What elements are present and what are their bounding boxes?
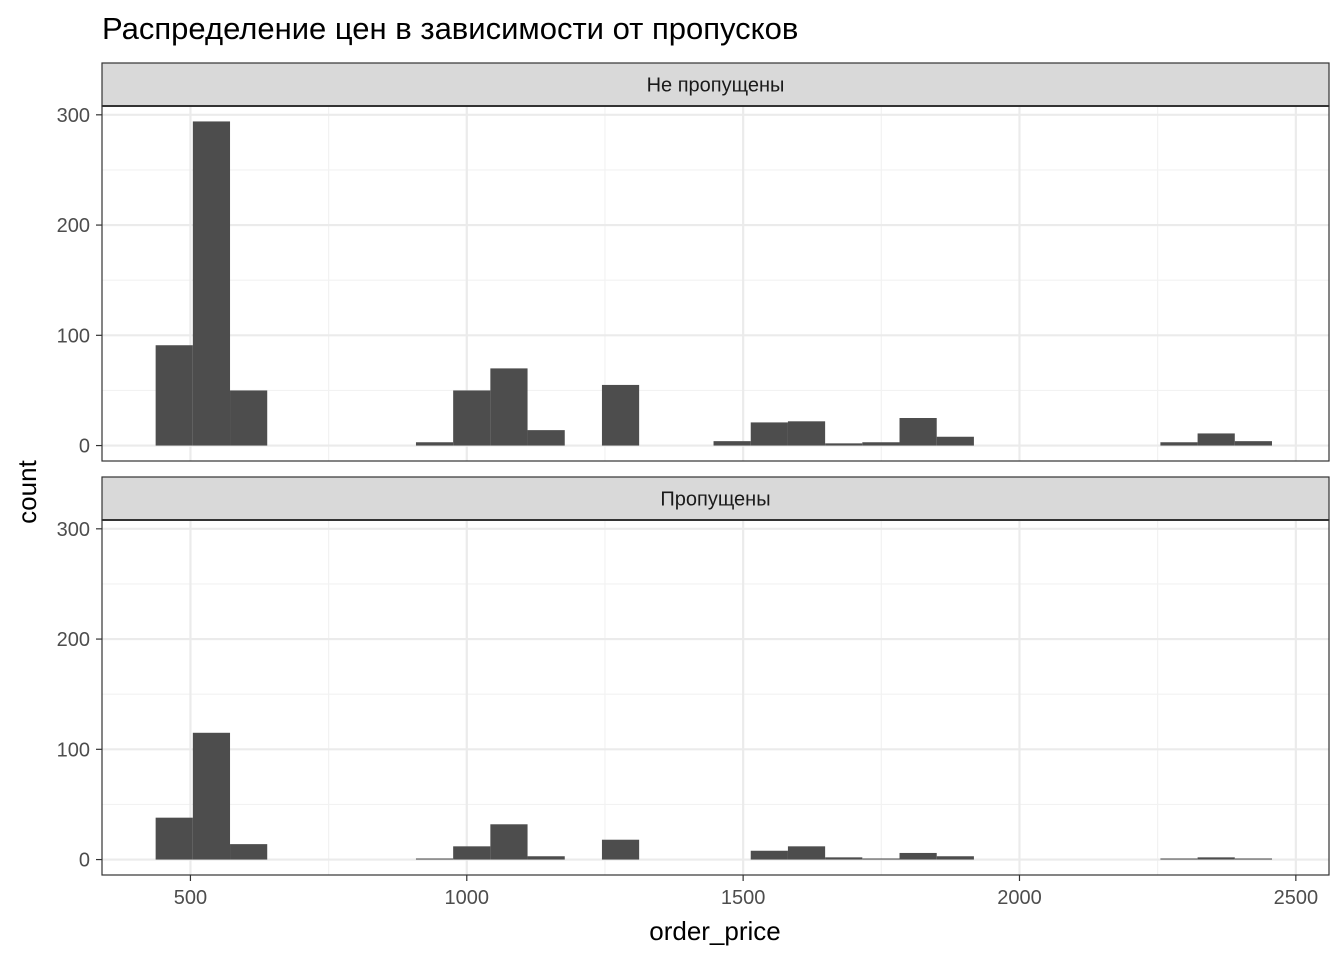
histogram-bar xyxy=(527,856,565,860)
histogram-bar xyxy=(899,852,937,860)
y-tick-label: 300 xyxy=(57,105,90,127)
chart-title: Распределение цен в зависимости от пропу… xyxy=(102,11,798,46)
histogram-bar xyxy=(601,384,640,446)
histogram-bar xyxy=(1160,442,1198,446)
histogram-bar xyxy=(1160,858,1198,860)
histogram-bar xyxy=(453,390,491,446)
histogram-bar xyxy=(787,421,826,446)
histogram-bar xyxy=(453,846,491,860)
histogram-bar xyxy=(862,442,900,446)
x-tick-label: 2000 xyxy=(997,887,1042,909)
y-tick-label: 300 xyxy=(57,519,90,541)
panel-background xyxy=(102,106,1329,461)
histogram-bar xyxy=(1197,857,1235,860)
y-tick-label: 0 xyxy=(79,850,90,872)
histogram-bar xyxy=(490,368,528,446)
histogram-bar xyxy=(825,857,863,860)
histogram-bar xyxy=(750,422,788,446)
histogram-bar xyxy=(899,418,937,446)
histogram-bar xyxy=(155,345,193,446)
histogram-bar xyxy=(230,844,268,860)
histogram-bar xyxy=(1197,433,1235,446)
y-axis-title: count xyxy=(12,459,42,523)
histogram-bar xyxy=(415,858,454,860)
y-tick-label: 100 xyxy=(57,739,90,761)
x-tick-label: 2500 xyxy=(1274,887,1319,909)
histogram-bar xyxy=(936,856,974,860)
x-tick-label: 1000 xyxy=(445,887,490,909)
histogram-bar xyxy=(750,850,788,860)
y-tick-label: 200 xyxy=(57,629,90,651)
histogram-bar xyxy=(936,436,974,446)
histogram-bar xyxy=(192,121,231,446)
histogram-bar xyxy=(230,390,268,446)
facet-panel-1: Не пропущены 0 100 200 300 xyxy=(57,62,1330,462)
facet-strip-label: Пропущены xyxy=(660,489,770,511)
x-tick-label: 1500 xyxy=(721,887,766,909)
histogram-bar xyxy=(787,846,826,860)
facet-strip-label: Не пропущены xyxy=(647,75,785,97)
y-tick-label: 100 xyxy=(57,325,90,347)
histogram-bar xyxy=(1234,441,1272,446)
histogram-bar xyxy=(825,443,863,446)
histogram-bar xyxy=(415,442,454,446)
panel-background xyxy=(102,520,1329,875)
histogram-bar xyxy=(601,839,640,860)
y-tick-label: 0 xyxy=(79,436,90,458)
y-tick-label: 200 xyxy=(57,215,90,237)
histogram-bar xyxy=(713,441,751,446)
facet-panel-2: Пропущены 0 100 200 300 xyxy=(57,476,1330,876)
histogram-bar xyxy=(155,817,193,860)
histogram-bar xyxy=(862,858,900,860)
histogram-bar xyxy=(1234,858,1272,860)
x-axis-title: order_price xyxy=(649,916,781,946)
facet-strip xyxy=(101,476,1330,521)
histogram-bar xyxy=(490,824,528,860)
histogram-bar xyxy=(527,430,565,446)
x-tick-label: 500 xyxy=(174,887,207,909)
histogram-bar xyxy=(192,732,231,860)
